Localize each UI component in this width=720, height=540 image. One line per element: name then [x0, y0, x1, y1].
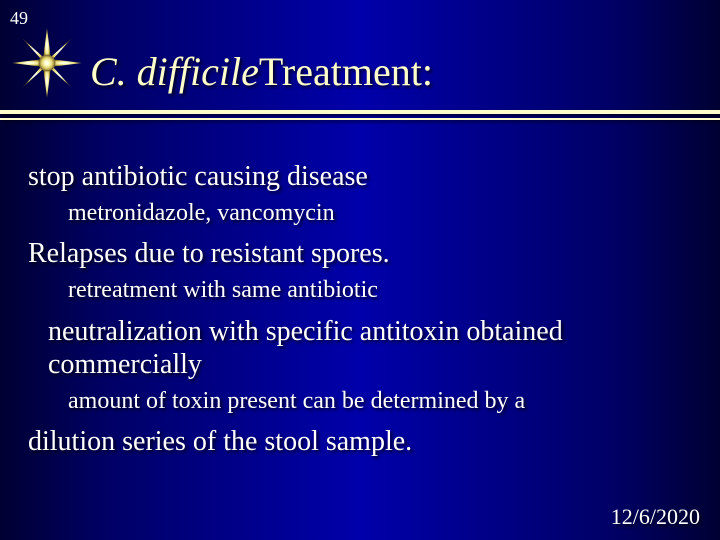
- slide: 49 C. difficileTreatment:: [0, 0, 720, 540]
- title-rest: Treatment:: [259, 49, 433, 94]
- title-underline-bottom: [0, 118, 720, 120]
- title-underline-top: [0, 110, 720, 114]
- content-area: stop antibiotic causing disease metronid…: [28, 150, 692, 458]
- title-italic: C. difficile: [90, 49, 259, 94]
- starburst-icon: [12, 28, 82, 98]
- bullet-2: Relapses due to resistant spores.: [28, 237, 692, 270]
- bullet-1a: metronidazole, vancomycin: [68, 199, 692, 227]
- page-title: C. difficileTreatment:: [90, 48, 690, 95]
- bullet-3a: amount of toxin present can be determine…: [68, 387, 692, 415]
- date-label: 12/6/2020: [611, 504, 700, 530]
- bullet-1: stop antibiotic causing disease: [28, 160, 692, 193]
- bullet-3: neutralization with specific antitoxin o…: [28, 315, 692, 381]
- bullet-2a: retreatment with same antibiotic: [68, 276, 692, 304]
- title-wrap: C. difficileTreatment:: [90, 48, 690, 95]
- slide-number: 49: [10, 8, 28, 29]
- bullet-4: dilution series of the stool sample.: [28, 425, 692, 458]
